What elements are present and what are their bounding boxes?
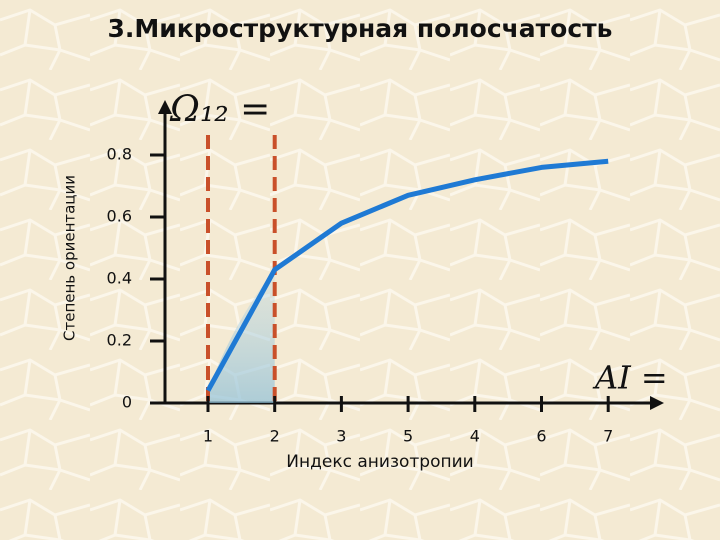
x-axis-arrow [650, 396, 664, 410]
x-tick-label: 5 [403, 427, 413, 446]
plot: 0 0.2 0.4 0.6 0.8 1 2 3 5 4 6 7 [107, 135, 613, 446]
x-tick-label: 2 [270, 427, 280, 446]
y-tick-label: 0.2 [107, 331, 132, 350]
data-line [205, 158, 609, 392]
y-axis-label: Степень ориентации [61, 175, 79, 341]
x-axis-label: Индекс анизотропии [286, 452, 473, 472]
x-tick-label: 6 [536, 427, 546, 446]
x-tick-label: 1 [203, 427, 213, 446]
y-tick-label: 0 [122, 393, 132, 412]
title: 3.Микроструктурная полосчатость [108, 14, 613, 43]
y-tick-label: 0.8 [107, 145, 132, 164]
y-axis-arrow [158, 100, 172, 114]
formula: AI = [592, 359, 668, 397]
x-tick-label: 4 [470, 427, 480, 446]
y-tick-label: 0.4 [107, 269, 132, 288]
formula: Ω₁₂ = [169, 89, 270, 130]
y-tick-label: 0.6 [107, 207, 132, 226]
x-tick-label: 3 [336, 427, 346, 446]
x-tick-label: 7 [603, 427, 613, 446]
